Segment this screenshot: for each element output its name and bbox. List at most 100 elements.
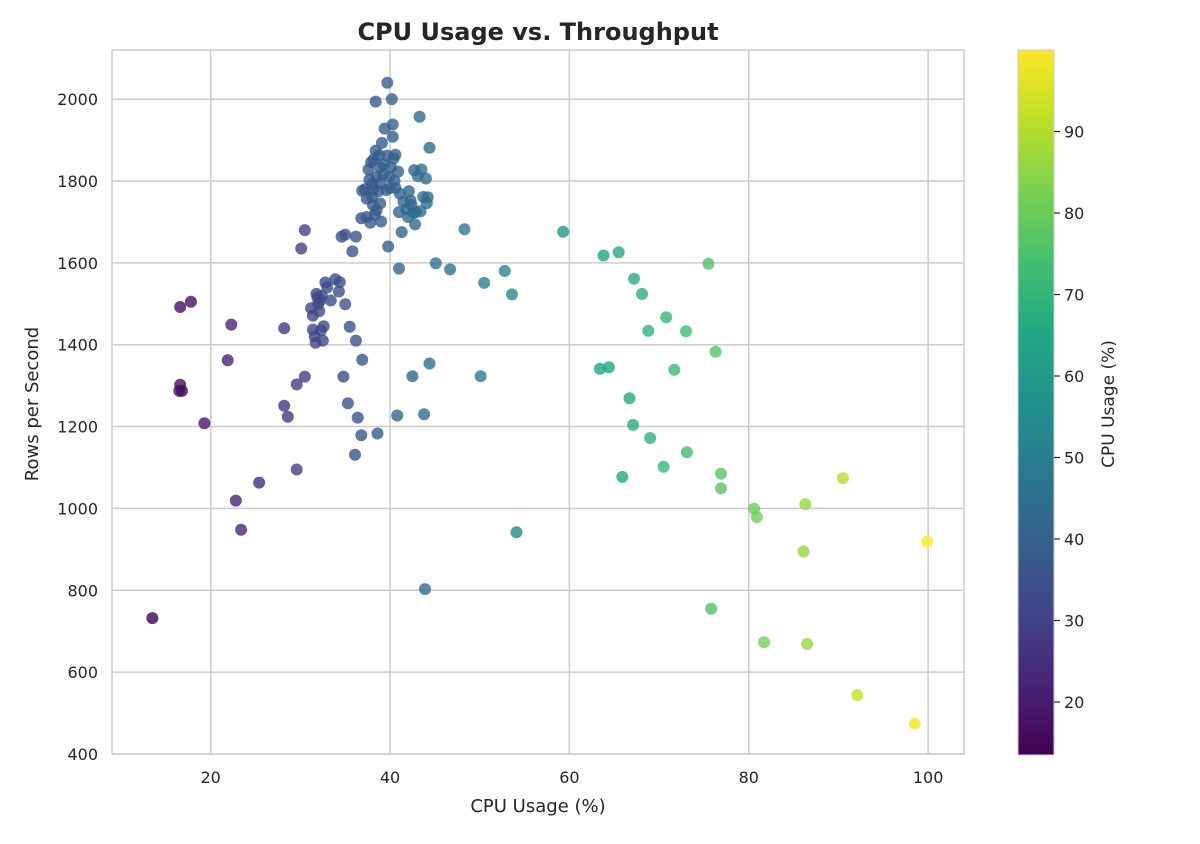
scatter-point — [668, 363, 681, 376]
scatter-point — [341, 397, 354, 410]
scatter-point — [680, 446, 693, 459]
scatter-point — [343, 320, 356, 333]
scatter-point — [333, 276, 346, 289]
scatter-point — [413, 110, 426, 123]
scatter-point — [458, 223, 471, 236]
scatter-point — [337, 370, 350, 383]
colorbar-tick-label: 60 — [1064, 367, 1084, 386]
scatter-point — [385, 93, 398, 106]
grid-lines — [112, 50, 964, 755]
y-tick-label: 1200 — [57, 418, 98, 437]
scatter-point — [395, 226, 408, 239]
scatter-point — [391, 409, 404, 422]
scatter-point — [636, 287, 648, 300]
scatter-point — [414, 205, 427, 218]
y-tick-label: 1400 — [57, 336, 98, 355]
scatter-point — [597, 249, 610, 262]
scatter-point — [498, 265, 511, 277]
scatter-point — [198, 417, 211, 430]
scatter-point — [801, 637, 814, 650]
y-tick-label: 1600 — [57, 254, 98, 273]
scatter-point — [176, 384, 188, 397]
scatter-point — [409, 218, 422, 231]
scatter-point — [298, 370, 311, 383]
scatter-point — [369, 95, 382, 108]
scatter-point — [321, 281, 334, 294]
scatter-point — [381, 76, 394, 89]
scatter-point — [705, 602, 718, 615]
scatter-point — [332, 285, 345, 298]
scatter-point — [851, 689, 864, 702]
scatter-point — [797, 545, 810, 558]
scatter-point — [290, 378, 303, 391]
scatter-point — [386, 118, 399, 131]
colorbar-ticks: 20 30 40 50 60 70 80 90 — [1054, 123, 1084, 712]
scatter-point — [146, 612, 159, 625]
scatter-point — [478, 276, 491, 289]
scatter-point — [799, 498, 812, 511]
scatter-point — [702, 257, 715, 270]
scatter-point — [317, 320, 330, 333]
scatter-point — [375, 215, 388, 228]
scatter-point — [393, 262, 405, 275]
scatter-point — [351, 411, 364, 424]
scatter-point — [642, 324, 655, 337]
scatter-point — [174, 301, 187, 313]
scatter-point — [715, 482, 727, 495]
colorbar-tick-label: 80 — [1064, 204, 1084, 223]
scatter-point — [235, 523, 248, 536]
scatter-point — [298, 224, 311, 237]
scatter-point — [339, 298, 352, 311]
x-axis-ticks: 20 40 60 80 100 — [200, 768, 943, 787]
scatter-point — [628, 272, 640, 285]
scatter-point — [908, 717, 921, 730]
scatter-point — [316, 334, 329, 347]
scatter-point — [371, 427, 384, 440]
scatter-point — [402, 185, 415, 198]
scatter-point — [415, 163, 428, 176]
plot-area-frame — [111, 49, 965, 755]
scatter-point — [423, 141, 436, 154]
scatter-point — [836, 472, 849, 485]
data-points — [146, 76, 934, 730]
scatter-point — [229, 494, 242, 507]
chart-title: CPU Usage vs. Throughput — [357, 18, 718, 46]
scatter-point — [429, 257, 442, 270]
colorbar-tick-label: 30 — [1064, 612, 1084, 631]
scatter-point — [324, 294, 337, 307]
scatter-point — [355, 429, 368, 442]
scatter-point — [418, 408, 431, 421]
y-tick-label: 400 — [67, 745, 98, 764]
scatter-point — [421, 191, 434, 204]
scatter-point — [278, 322, 291, 335]
scatter-point — [709, 345, 722, 358]
scatter-point — [346, 245, 359, 258]
scatter-point — [374, 197, 387, 210]
scatter-point — [715, 467, 727, 480]
scatter-point — [419, 583, 431, 596]
colorbar-tick-label: 20 — [1064, 693, 1084, 712]
y-tick-label: 600 — [67, 663, 98, 682]
colorbar: 20 30 40 50 60 70 80 90 CPU Usage (%) — [1017, 49, 1119, 756]
y-tick-label: 1800 — [57, 172, 98, 191]
scatter-point — [602, 361, 615, 374]
scatter-point — [644, 432, 657, 444]
scatter-point — [921, 535, 934, 548]
y-tick-label: 800 — [67, 581, 98, 600]
x-tick-label: 40 — [380, 768, 400, 787]
scatter-point — [616, 470, 629, 483]
scatter-point — [423, 357, 436, 370]
scatter-point — [660, 311, 673, 324]
x-tick-label: 80 — [739, 768, 759, 787]
scatter-point — [389, 148, 402, 161]
scatter-point — [623, 392, 636, 405]
colorbar-tick-label: 70 — [1064, 286, 1084, 305]
scatter-point — [382, 240, 395, 253]
scatter-point — [339, 228, 352, 241]
scatter-point — [313, 305, 326, 318]
scatter-point — [444, 263, 457, 276]
scatter-point — [221, 354, 234, 367]
x-axis-label: CPU Usage (%) — [470, 796, 605, 817]
colorbar-label: CPU Usage (%) — [1099, 340, 1119, 468]
